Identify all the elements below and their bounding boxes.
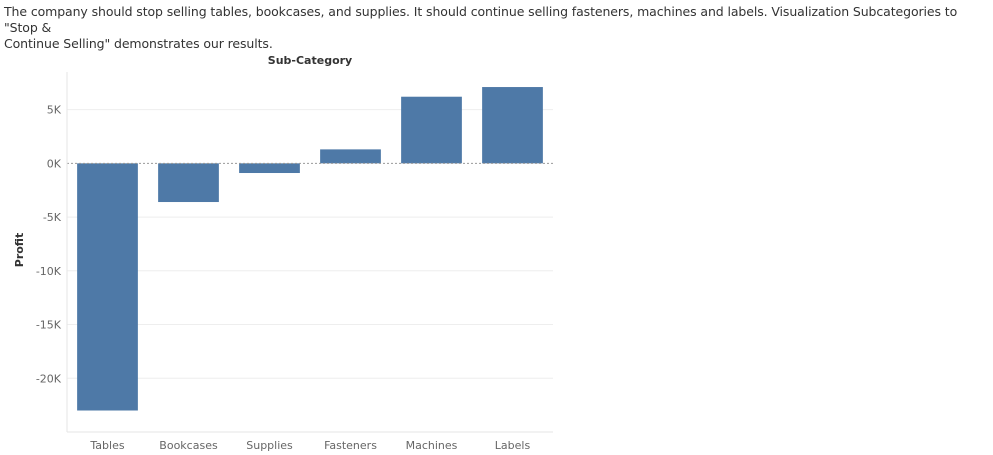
bar-supplies[interactable] bbox=[239, 163, 300, 174]
x-axis-ticks: Tables Bookcases Supplies Fasteners Machines… bbox=[89, 439, 530, 452]
y-tick-label: 0K bbox=[47, 157, 62, 170]
bar-machines[interactable] bbox=[401, 96, 462, 164]
x-tick-label: Machines bbox=[406, 439, 458, 452]
column-header: Sub-Category bbox=[268, 54, 352, 67]
bar-bookcases[interactable] bbox=[158, 163, 219, 203]
y-tick-label: -20K bbox=[36, 372, 62, 385]
x-tick-label: Fasteners bbox=[324, 439, 377, 452]
y-tick-label: 5K bbox=[47, 104, 62, 117]
gridlines bbox=[67, 109, 553, 379]
x-tick-label: Bookcases bbox=[159, 439, 218, 452]
y-tick-label: -10K bbox=[36, 265, 62, 278]
caption-text: The company should stop selling tables, … bbox=[4, 4, 990, 52]
x-tick-label: Supplies bbox=[246, 439, 293, 452]
x-tick-label: Labels bbox=[495, 439, 531, 452]
caption-line-1: The company should stop selling tables, … bbox=[4, 4, 958, 35]
x-tick-label: Tables bbox=[89, 439, 124, 452]
caption-line-2: Continue Selling" demonstrates our resul… bbox=[4, 36, 273, 51]
bar-fasteners[interactable] bbox=[320, 149, 381, 164]
bar-labels[interactable] bbox=[482, 87, 543, 164]
bars bbox=[77, 87, 543, 411]
y-axis-title: Profit bbox=[13, 233, 26, 267]
y-axis-ticks: 5K 0K -5K -10K -15K -20K bbox=[36, 104, 62, 386]
bar-tables[interactable] bbox=[77, 163, 138, 411]
y-tick-label: -15K bbox=[36, 319, 62, 332]
y-tick-label: -5K bbox=[43, 211, 62, 224]
